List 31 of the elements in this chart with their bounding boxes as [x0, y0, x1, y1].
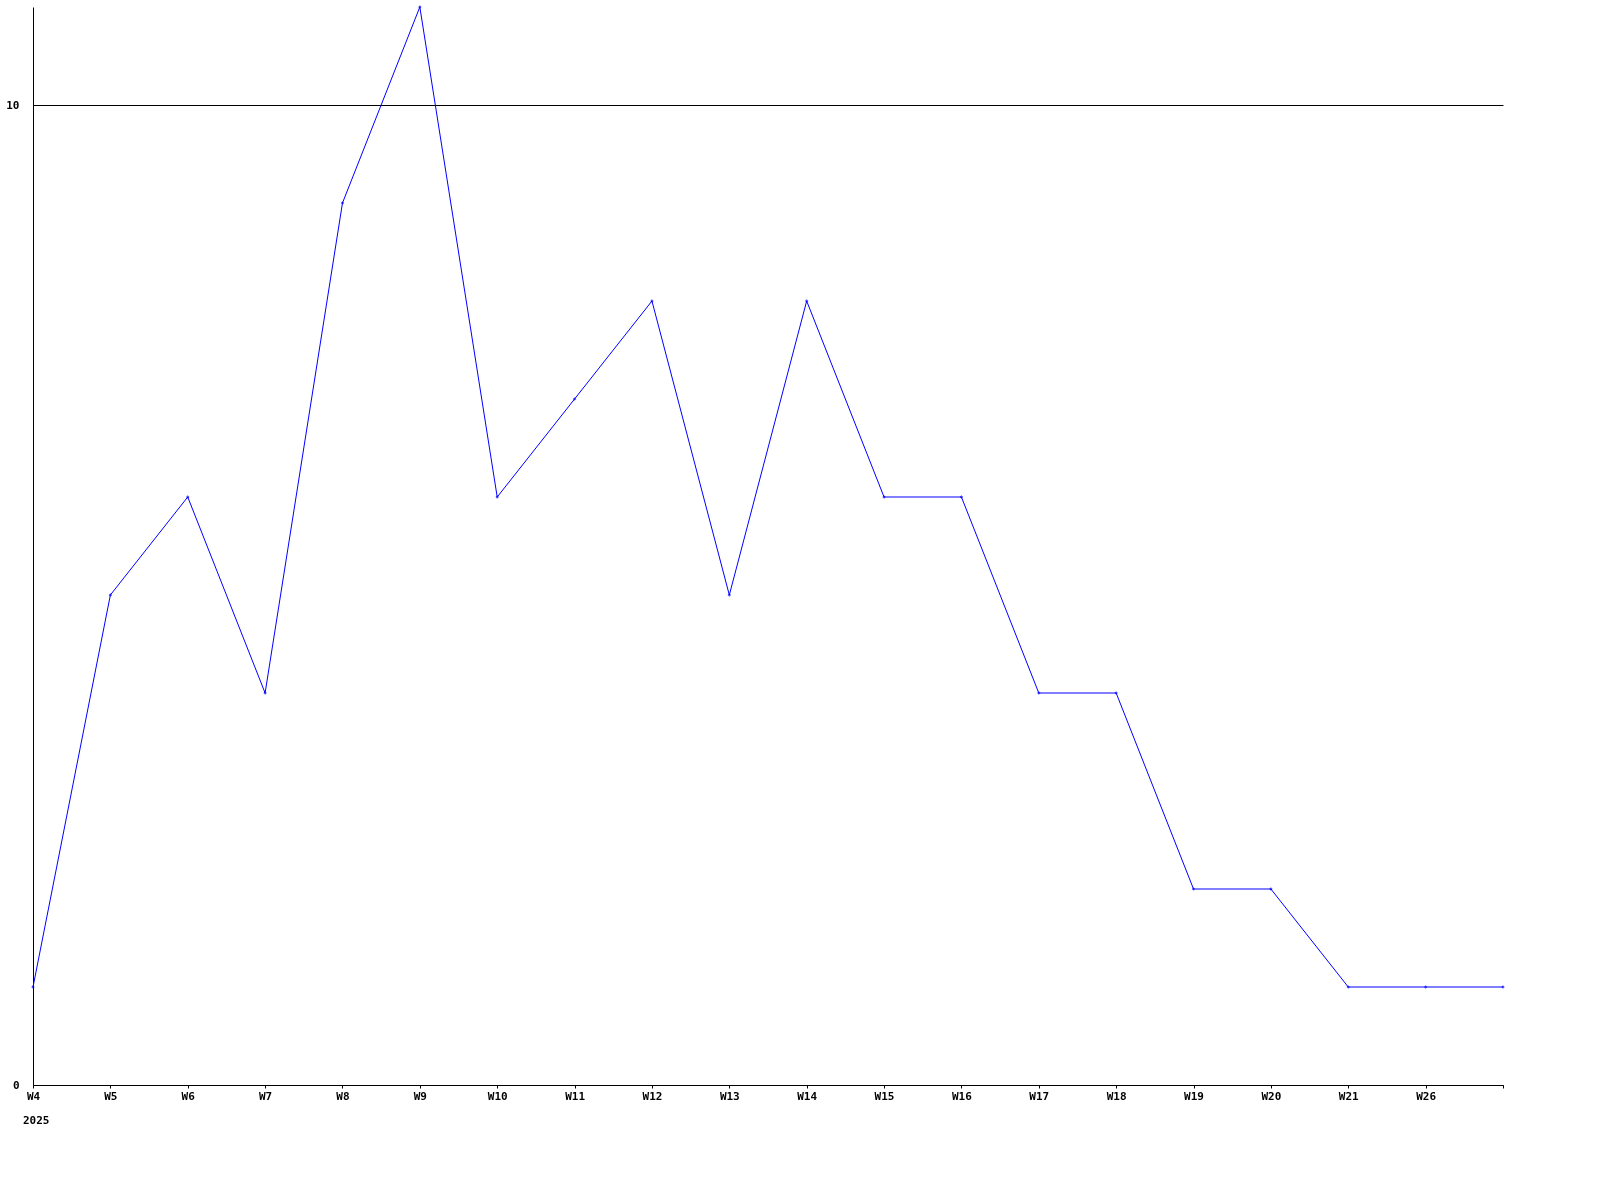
x-tick-label: W15	[874, 1089, 895, 1103]
x-tick-label: W21	[1338, 1089, 1360, 1103]
x-tick-label: W7	[258, 1089, 273, 1103]
x-tick-label: W18	[1106, 1089, 1127, 1103]
x-tick-label: W6	[181, 1089, 196, 1103]
point	[1191, 887, 1196, 891]
y-tick-label: 0	[12, 1078, 20, 1092]
point	[727, 593, 732, 597]
x-tick-label: W17	[1029, 1089, 1050, 1103]
x-tick-label: W12	[642, 1089, 663, 1103]
point	[340, 201, 345, 205]
x-tick-label: W4	[26, 1089, 41, 1103]
point	[959, 495, 964, 499]
x-tick-label: W9	[413, 1089, 427, 1103]
y-tick-label: 10	[6, 98, 20, 112]
point	[572, 397, 577, 401]
x-tick-label: W11	[565, 1089, 586, 1103]
x-tick-label: W10	[487, 1089, 508, 1103]
x-tick-label: W26	[1416, 1089, 1437, 1103]
x-tick-label: W13	[719, 1089, 740, 1103]
x-tick-label: W16	[951, 1089, 973, 1103]
x-tick-label: W14	[797, 1089, 818, 1103]
point	[1423, 985, 1428, 989]
point	[804, 299, 809, 303]
text: 2025	[23, 1114, 50, 1127]
x-tick-label: W8	[336, 1089, 350, 1103]
point	[108, 593, 113, 597]
x-tick-label: W20	[1261, 1089, 1282, 1103]
line-series	[31, 5, 1505, 989]
x-tick-label: W19	[1184, 1089, 1204, 1103]
x-tick-label: W5	[104, 1089, 118, 1103]
